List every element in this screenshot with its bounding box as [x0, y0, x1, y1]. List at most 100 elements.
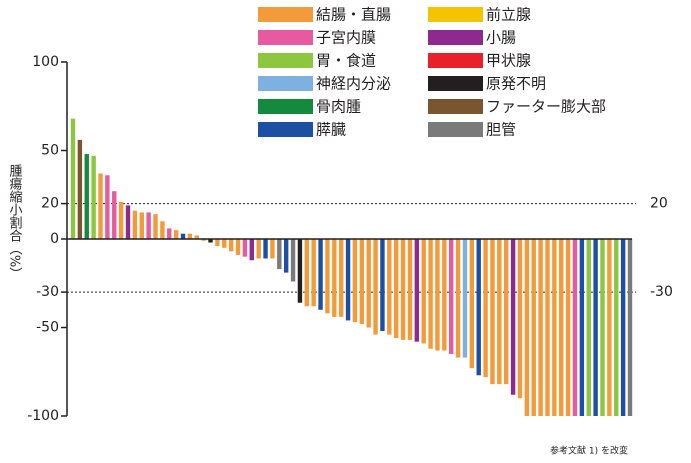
- legend-label: 胆管: [486, 121, 516, 139]
- bar: [256, 239, 261, 259]
- legend-swatch: [258, 30, 313, 45]
- bar: [449, 239, 454, 355]
- bar: [559, 239, 564, 416]
- bar: [387, 239, 392, 335]
- bar: [524, 239, 530, 416]
- legend-swatch: [428, 30, 483, 45]
- legend-label: 甲状腺: [486, 52, 531, 70]
- legend-label: 胃・食道: [316, 52, 376, 70]
- y-tick-label: -50: [36, 320, 59, 336]
- bar: [180, 233, 186, 239]
- bar: [373, 239, 378, 335]
- bar: [462, 239, 468, 358]
- bar: [517, 239, 523, 399]
- bar: [393, 239, 399, 339]
- y-tick-label: -100: [27, 408, 59, 424]
- bar: [318, 239, 323, 310]
- bar: [139, 212, 144, 239]
- bar: [359, 239, 365, 324]
- bar: [304, 239, 310, 307]
- bar: [586, 239, 591, 416]
- legend-label: 神経内分泌: [316, 75, 391, 93]
- bar: [552, 239, 557, 416]
- bar: [249, 239, 254, 261]
- bar: [414, 239, 420, 342]
- bar: [283, 239, 289, 273]
- y-tick-label: 20: [41, 196, 59, 212]
- bar: [428, 239, 433, 349]
- bar: [476, 239, 481, 376]
- bar: [228, 239, 234, 252]
- legend-swatch: [258, 53, 313, 68]
- bar: [77, 139, 83, 239]
- y-tick-label: 50: [41, 143, 59, 159]
- y-axis-label: 腫瘍縮小割合（%）: [7, 163, 23, 280]
- legend-swatch: [428, 122, 483, 137]
- footnote: 参考文献 1) を改変: [550, 445, 628, 457]
- bar: [297, 239, 303, 303]
- bar: [242, 239, 248, 257]
- legend-label: 骨肉腫: [316, 98, 361, 116]
- bar: [263, 239, 268, 259]
- legend-swatch: [428, 7, 483, 22]
- bar: [627, 239, 633, 416]
- bar: [194, 235, 199, 239]
- bar: [579, 239, 585, 416]
- bar: [235, 239, 241, 255]
- bar: [332, 239, 337, 317]
- legend-label: 小腸: [486, 29, 516, 47]
- reference-label: 20: [650, 196, 668, 212]
- bar: [160, 221, 165, 239]
- bar: [455, 239, 461, 358]
- bar: [132, 210, 138, 239]
- bar: [325, 239, 330, 314]
- bar: [290, 239, 296, 282]
- bar: [400, 239, 406, 340]
- bar: [421, 239, 426, 344]
- bar: [435, 239, 440, 351]
- legend-swatch: [258, 76, 313, 91]
- bar: [270, 239, 275, 259]
- bar: [607, 239, 612, 416]
- bar: [91, 155, 96, 239]
- bar: [490, 239, 495, 385]
- bar: [614, 239, 619, 416]
- bar: [483, 239, 488, 378]
- bar: [118, 201, 124, 239]
- bar: [153, 214, 158, 239]
- legend-swatch: [258, 122, 313, 137]
- bar: [208, 239, 213, 243]
- bar: [70, 118, 76, 239]
- bar: [98, 173, 103, 239]
- bar: [572, 239, 578, 416]
- bar: [277, 239, 282, 270]
- bar: [600, 239, 605, 416]
- bar: [510, 239, 516, 395]
- bar: [105, 175, 110, 239]
- legend-swatch: [258, 7, 313, 22]
- bar: [146, 212, 151, 239]
- legend-label: 膵臓: [316, 121, 346, 139]
- legend-label: 子宮内膜: [316, 29, 376, 47]
- legend-swatch: [258, 99, 313, 114]
- bar: [187, 233, 193, 239]
- legend-swatch: [428, 76, 483, 91]
- bar: [215, 239, 220, 247]
- bar: [345, 239, 351, 321]
- bar: [366, 239, 371, 328]
- bar: [545, 239, 550, 416]
- y-tick-label: -30: [36, 284, 59, 300]
- bar: [352, 239, 358, 323]
- bar: [112, 191, 117, 239]
- bar: [167, 228, 172, 239]
- legend-swatch: [428, 53, 483, 68]
- bar: [338, 239, 344, 317]
- bar: [497, 239, 502, 385]
- bar: [531, 239, 536, 416]
- bar: [407, 239, 413, 340]
- bar: [469, 239, 475, 369]
- bar: [442, 239, 447, 351]
- legend-label: 結腸・直腸: [316, 6, 391, 24]
